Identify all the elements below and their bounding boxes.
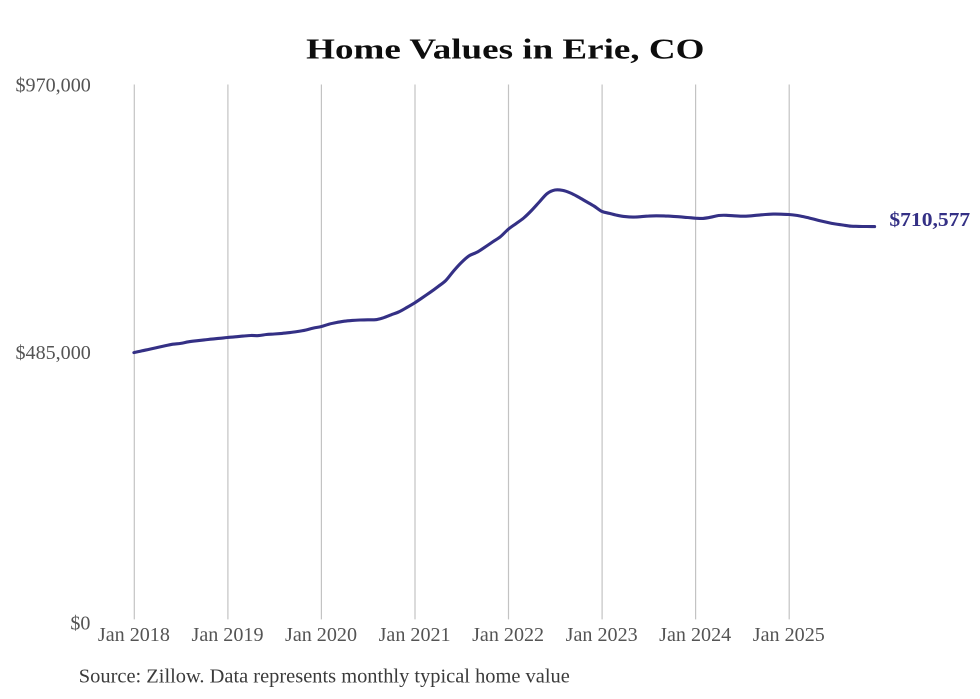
svg-text:Source: Zillow. Data represent: Source: Zillow. Data represents monthly … xyxy=(79,665,570,687)
svg-text:Jan 2019: Jan 2019 xyxy=(192,624,264,646)
svg-text:Jan 2021: Jan 2021 xyxy=(379,624,451,646)
svg-text:Jan 2018: Jan 2018 xyxy=(98,624,170,646)
svg-text:Jan 2020: Jan 2020 xyxy=(285,624,357,646)
svg-text:$970,000: $970,000 xyxy=(16,75,91,97)
svg-text:$485,000: $485,000 xyxy=(16,342,91,364)
svg-text:$0: $0 xyxy=(70,612,90,634)
svg-text:$710,577: $710,577 xyxy=(889,209,970,231)
svg-text:Jan 2023: Jan 2023 xyxy=(566,624,638,646)
svg-text:Home Values in Erie, CO: Home Values in Erie, CO xyxy=(306,35,704,66)
svg-text:Jan 2024: Jan 2024 xyxy=(659,624,731,646)
svg-text:Jan 2025: Jan 2025 xyxy=(753,624,825,646)
svg-text:Jan 2022: Jan 2022 xyxy=(472,624,544,646)
